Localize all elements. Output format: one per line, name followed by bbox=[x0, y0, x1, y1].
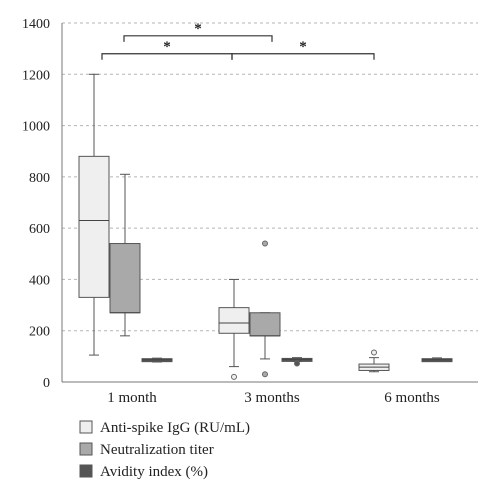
outlier-point bbox=[262, 371, 268, 378]
significance-bracket: * bbox=[101, 39, 233, 60]
significance-bracket: * bbox=[123, 21, 273, 42]
box-iqr bbox=[249, 312, 281, 337]
y-tick-label: 0 bbox=[43, 376, 50, 391]
y-tick-label: 1000 bbox=[22, 120, 50, 135]
legend-label: Neutralization titer bbox=[100, 442, 214, 458]
legend-item: Avidity index (%) bbox=[79, 464, 208, 480]
bracket-line bbox=[123, 35, 273, 42]
y-tick-label: 400 bbox=[29, 273, 50, 288]
box-1-1 bbox=[249, 240, 281, 378]
legend: Anti-spike IgG (RU/mL) Neutralization tit… bbox=[79, 420, 250, 480]
significance-label: * bbox=[163, 39, 171, 55]
y-tick-label: 800 bbox=[29, 171, 50, 186]
legend-item: Neutralization titer bbox=[79, 442, 214, 458]
box-iqr bbox=[78, 155, 110, 298]
box-0-1 bbox=[218, 278, 250, 380]
bracket-line bbox=[231, 53, 375, 60]
legend-swatch bbox=[79, 464, 93, 478]
legend-label: Avidity index (%) bbox=[100, 464, 208, 480]
box-series bbox=[78, 73, 453, 380]
legend-label: Anti-spike IgG (RU/mL) bbox=[100, 420, 250, 436]
box-2-0 bbox=[141, 357, 173, 363]
box-iqr bbox=[109, 243, 141, 314]
box-0-2 bbox=[358, 349, 390, 373]
legend-swatch bbox=[79, 420, 93, 434]
x-category-label: 3 months bbox=[244, 390, 300, 406]
outlier-point bbox=[371, 349, 377, 356]
x-category-label: 1 month bbox=[107, 390, 157, 406]
y-axis: 0 200 400 600 800 1000 1200 1400 bbox=[22, 17, 478, 391]
significance-bracket: * bbox=[231, 39, 375, 60]
box-iqr bbox=[218, 307, 250, 334]
significance-brackets: * * * bbox=[101, 21, 375, 60]
x-category-label: 6 months bbox=[384, 390, 440, 406]
y-tick-label: 1400 bbox=[22, 17, 50, 32]
outlier-point bbox=[294, 360, 300, 367]
outlier-point bbox=[231, 373, 237, 380]
significance-label: * bbox=[299, 39, 307, 55]
legend-swatch bbox=[79, 442, 93, 456]
box-2-2 bbox=[421, 357, 453, 363]
y-tick-label: 200 bbox=[29, 325, 50, 340]
y-tick-label: 600 bbox=[29, 222, 50, 237]
significance-label: * bbox=[194, 21, 202, 37]
x-axis: 1 month 3 months 6 months bbox=[107, 390, 440, 406]
box-2-1 bbox=[281, 357, 313, 367]
legend-item: Anti-spike IgG (RU/mL) bbox=[79, 420, 250, 436]
box-0-0 bbox=[78, 73, 110, 356]
y-tick-label: 1200 bbox=[22, 68, 50, 83]
box-1-0 bbox=[109, 173, 141, 337]
outlier-point bbox=[262, 240, 268, 247]
